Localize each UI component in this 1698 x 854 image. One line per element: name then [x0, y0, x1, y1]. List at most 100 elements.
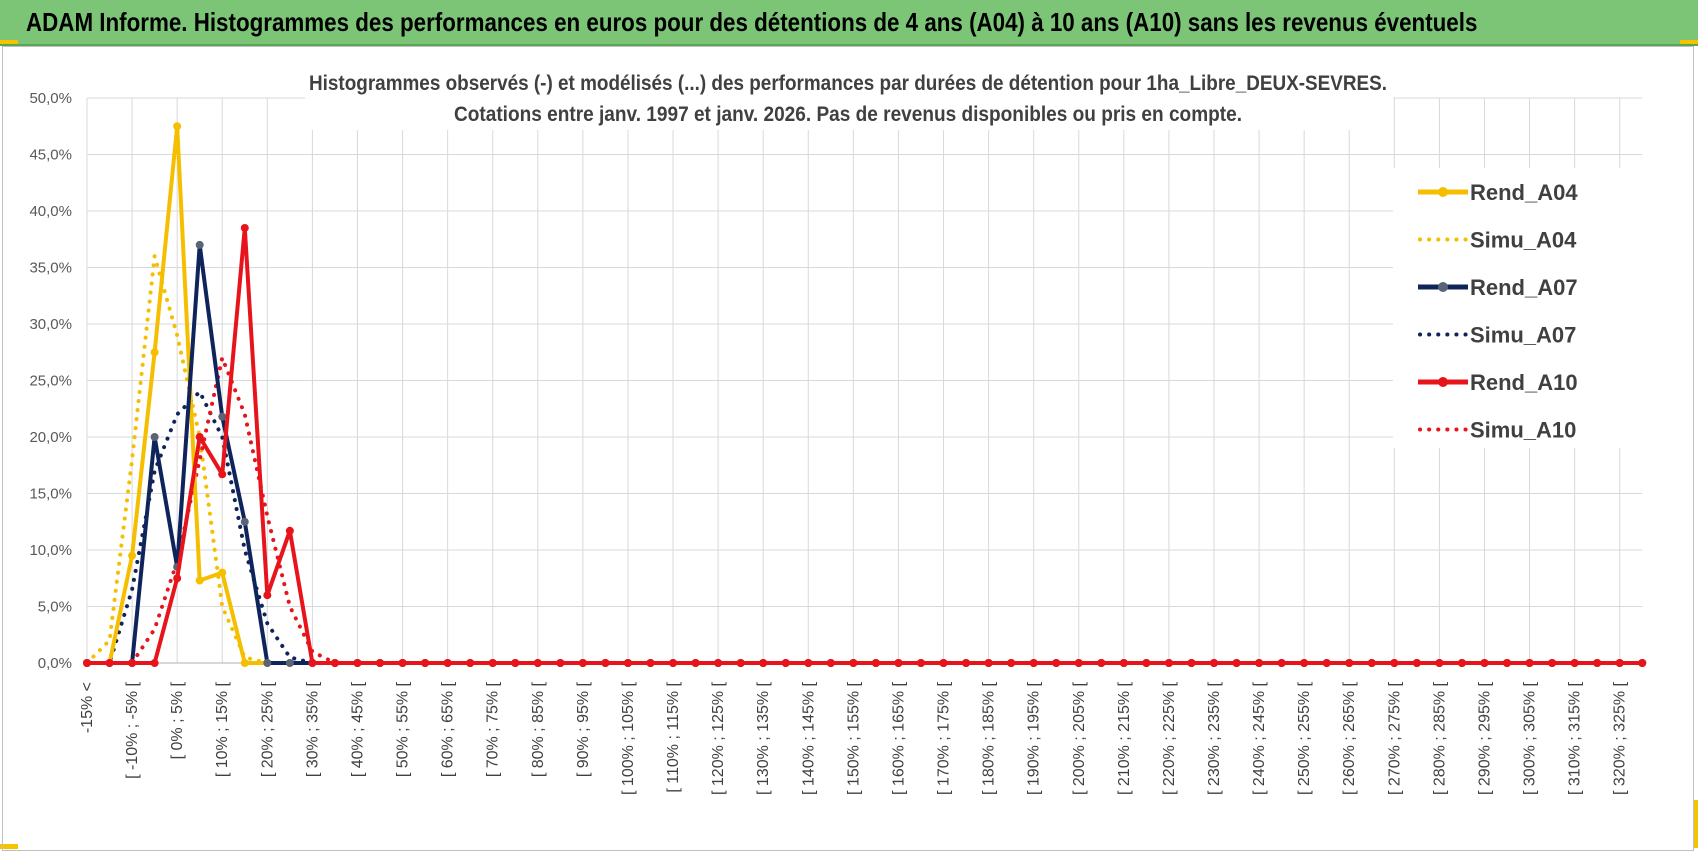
data-point [1074, 659, 1083, 667]
series-Rend_A10 [83, 223, 1647, 667]
data-point [173, 122, 182, 131]
data-point [849, 659, 858, 667]
data-point [263, 591, 272, 600]
data-point [1525, 659, 1534, 667]
data-point [173, 574, 182, 583]
subtitle-backdrop [305, 62, 1393, 130]
legend-label: Simu_A04 [1470, 228, 1577, 253]
data-point [578, 659, 587, 667]
y-tick-label: 5,0% [38, 599, 72, 616]
data-point [1007, 659, 1016, 667]
data-point [308, 659, 317, 667]
data-point [1255, 659, 1264, 667]
x-tick-label: [ 30% ; 35% [ [304, 681, 321, 777]
data-point [128, 551, 137, 560]
x-tick-label: [ 210% ; 215% [ [1116, 681, 1133, 795]
x-tick-label: [ 120% ; 125% [ [710, 681, 727, 795]
x-tick-label: [ 180% ; 185% [ [981, 681, 998, 795]
corner-mark [0, 844, 18, 849]
x-tick-label: [ 300% ; 305% [ [1522, 681, 1539, 795]
data-point [218, 568, 227, 577]
data-point [962, 659, 971, 667]
data-point [240, 517, 249, 526]
x-tick-label: [ 80% ; 85% [ [530, 681, 547, 777]
x-tick-label: [ 240% ; 245% [ [1251, 681, 1268, 795]
data-point [150, 433, 159, 441]
x-tick-label: [ 320% ; 325% [ [1612, 681, 1629, 795]
x-tick-label: [ 260% ; 265% [ [1341, 681, 1358, 795]
data-point [195, 240, 204, 249]
data-point [1210, 659, 1218, 667]
data-point [1052, 659, 1061, 667]
data-point [1412, 659, 1421, 667]
data-point [1390, 659, 1399, 667]
data-point [195, 576, 204, 585]
report-title: ADAM Informe. Histogrammes des performan… [26, 7, 1478, 37]
data-point [1322, 659, 1331, 667]
legend-item: Rend_A04 [1418, 180, 1578, 205]
y-tick-label: 45,0% [29, 147, 72, 164]
x-tick-label: [ 100% ; 105% [ [620, 681, 637, 795]
data-point [1503, 659, 1512, 667]
data-point [601, 659, 610, 667]
y-axis: 0,0% 5,0% 10,0% 15,0% 20,0% 25,0% 30,0% 35,0% 40… [29, 90, 72, 672]
data-point [871, 659, 880, 667]
data-point [218, 412, 227, 421]
x-tick-label: [ 200% ; 205% [ [1071, 681, 1088, 795]
data-point [1548, 659, 1557, 667]
data-point [421, 659, 430, 667]
data-point [1367, 659, 1376, 667]
data-point [105, 659, 114, 667]
data-point [1480, 659, 1489, 667]
data-point [1615, 659, 1624, 667]
data-point [1345, 659, 1354, 667]
corner-mark [0, 40, 18, 44]
chart-subtitle: Cotations entre janv. 1997 et janv. 2026… [454, 103, 1242, 126]
y-tick-label: 0,0% [38, 655, 72, 672]
data-point [150, 659, 159, 667]
x-tick-label: [ 190% ; 195% [ [1026, 681, 1043, 795]
data-point [511, 659, 520, 667]
data-point [128, 659, 137, 667]
x-tick-label: [ 40% ; 45% [ [349, 681, 366, 777]
legend-marker [1438, 282, 1448, 292]
data-point [759, 659, 768, 667]
legend-marker [1438, 187, 1448, 197]
data-point [646, 659, 655, 667]
x-tick-label: [ 60% ; 65% [ [440, 681, 457, 777]
legend-marker [1438, 377, 1448, 387]
data-point [398, 659, 407, 667]
legend-label: Rend_A07 [1470, 275, 1578, 300]
x-tick-label: [ 170% ; 175% [ [936, 681, 953, 795]
x-tick-label: [ 290% ; 295% [ [1476, 681, 1493, 795]
x-tick-label: [ 150% ; 155% [ [845, 681, 862, 795]
data-point [263, 659, 272, 667]
data-point [1593, 659, 1602, 667]
y-tick-label: 30,0% [29, 316, 72, 333]
data-point [488, 659, 497, 667]
x-tick-label: [ 20% ; 25% [ [259, 681, 276, 777]
data-point [1277, 659, 1286, 667]
x-tick-label: [ 160% ; 165% [ [890, 681, 907, 795]
legend-item: Rend_A07 [1418, 275, 1578, 300]
x-tick-label: [ 130% ; 135% [ [755, 681, 772, 795]
series-group [83, 122, 1647, 667]
data-point [466, 659, 475, 667]
data-point [1638, 659, 1647, 667]
data-point [1097, 659, 1106, 667]
x-tick-label: [ 140% ; 145% [ [800, 681, 817, 795]
y-tick-label: 50,0% [29, 90, 72, 107]
x-tick-label: -15% < [79, 682, 96, 733]
data-point [285, 526, 294, 535]
data-point [1142, 659, 1151, 667]
data-point [556, 659, 565, 667]
data-point [623, 659, 632, 667]
data-point [353, 659, 362, 667]
data-point [1232, 659, 1241, 667]
legend-label: Simu_A10 [1470, 418, 1576, 443]
y-tick-label: 35,0% [29, 260, 72, 277]
x-tick-label: [ 50% ; 55% [ [395, 681, 412, 777]
data-point [83, 659, 91, 667]
report-banner: ADAM Informe. Histogrammes des performan… [0, 0, 1698, 46]
